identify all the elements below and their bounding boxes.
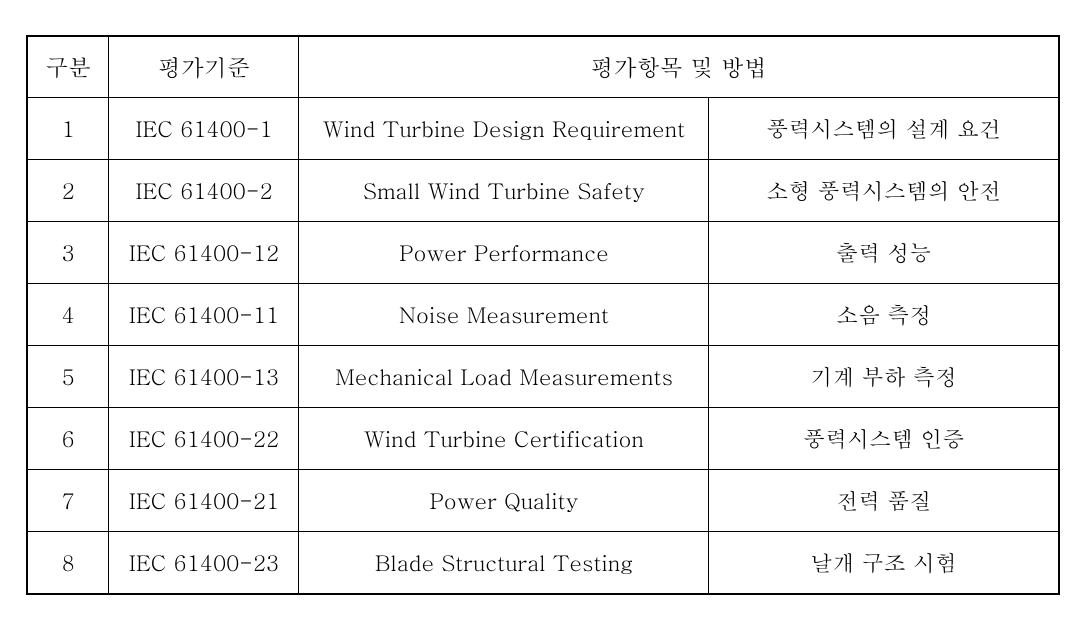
cell-item-ko: 날개 구조 시험 xyxy=(709,532,1059,594)
table-body: 1 IEC 61400-1 Wind Turbine Design Requir… xyxy=(27,98,1059,594)
cell-item-en: Wind Turbine Certification xyxy=(299,408,709,470)
cell-item-ko: 소음 측정 xyxy=(709,284,1059,346)
cell-num: 4 xyxy=(27,284,109,346)
cell-item-en: Noise Measurement xyxy=(299,284,709,346)
cell-num: 1 xyxy=(27,98,109,160)
cell-item-en: Power Quality xyxy=(299,470,709,532)
table-row: 5 IEC 61400-13 Mechanical Load Measureme… xyxy=(27,346,1059,408)
cell-standard: IEC 61400-11 xyxy=(109,284,299,346)
standards-table: 구분 평가기준 평가항목 및 방법 1 IEC 61400-1 Wind Tur… xyxy=(26,35,1060,595)
cell-item-en: Power Performance xyxy=(299,222,709,284)
cell-standard: IEC 61400-21 xyxy=(109,470,299,532)
cell-item-en: Mechanical Load Measurements xyxy=(299,346,709,408)
cell-item-en: Wind Turbine Design Requirement xyxy=(299,98,709,160)
header-category: 구분 xyxy=(27,36,109,98)
cell-num: 2 xyxy=(27,160,109,222)
cell-num: 5 xyxy=(27,346,109,408)
table-row: 7 IEC 61400-21 Power Quality 전력 품질 xyxy=(27,470,1059,532)
cell-item-en: Blade Structural Testing xyxy=(299,532,709,594)
table-row: 6 IEC 61400-22 Wind Turbine Certificatio… xyxy=(27,408,1059,470)
header-row: 구분 평가기준 평가항목 및 방법 xyxy=(27,36,1059,98)
table-header: 구분 평가기준 평가항목 및 방법 xyxy=(27,36,1059,98)
cell-num: 3 xyxy=(27,222,109,284)
table-row: 2 IEC 61400-2 Small Wind Turbine Safety … xyxy=(27,160,1059,222)
cell-num: 8 xyxy=(27,532,109,594)
header-item-method: 평가항목 및 방법 xyxy=(299,36,1059,98)
cell-num: 7 xyxy=(27,470,109,532)
cell-item-en: Small Wind Turbine Safety xyxy=(299,160,709,222)
table-row: 1 IEC 61400-1 Wind Turbine Design Requir… xyxy=(27,98,1059,160)
cell-item-ko: 출력 성능 xyxy=(709,222,1059,284)
header-standard: 평가기준 xyxy=(109,36,299,98)
table-row: 3 IEC 61400-12 Power Performance 출력 성능 xyxy=(27,222,1059,284)
cell-num: 6 xyxy=(27,408,109,470)
cell-item-ko: 소형 풍력시스템의 안전 xyxy=(709,160,1059,222)
table-row: 4 IEC 61400-11 Noise Measurement 소음 측정 xyxy=(27,284,1059,346)
cell-standard: IEC 61400-23 xyxy=(109,532,299,594)
cell-item-ko: 풍력시스템 인증 xyxy=(709,408,1059,470)
cell-standard: IEC 61400-12 xyxy=(109,222,299,284)
cell-standard: IEC 61400-2 xyxy=(109,160,299,222)
cell-standard: IEC 61400-1 xyxy=(109,98,299,160)
cell-item-ko: 기계 부하 측정 xyxy=(709,346,1059,408)
cell-standard: IEC 61400-13 xyxy=(109,346,299,408)
cell-item-ko: 전력 품질 xyxy=(709,470,1059,532)
cell-standard: IEC 61400-22 xyxy=(109,408,299,470)
table-row: 8 IEC 61400-23 Blade Structural Testing … xyxy=(27,532,1059,594)
cell-item-ko: 풍력시스템의 설계 요건 xyxy=(709,98,1059,160)
